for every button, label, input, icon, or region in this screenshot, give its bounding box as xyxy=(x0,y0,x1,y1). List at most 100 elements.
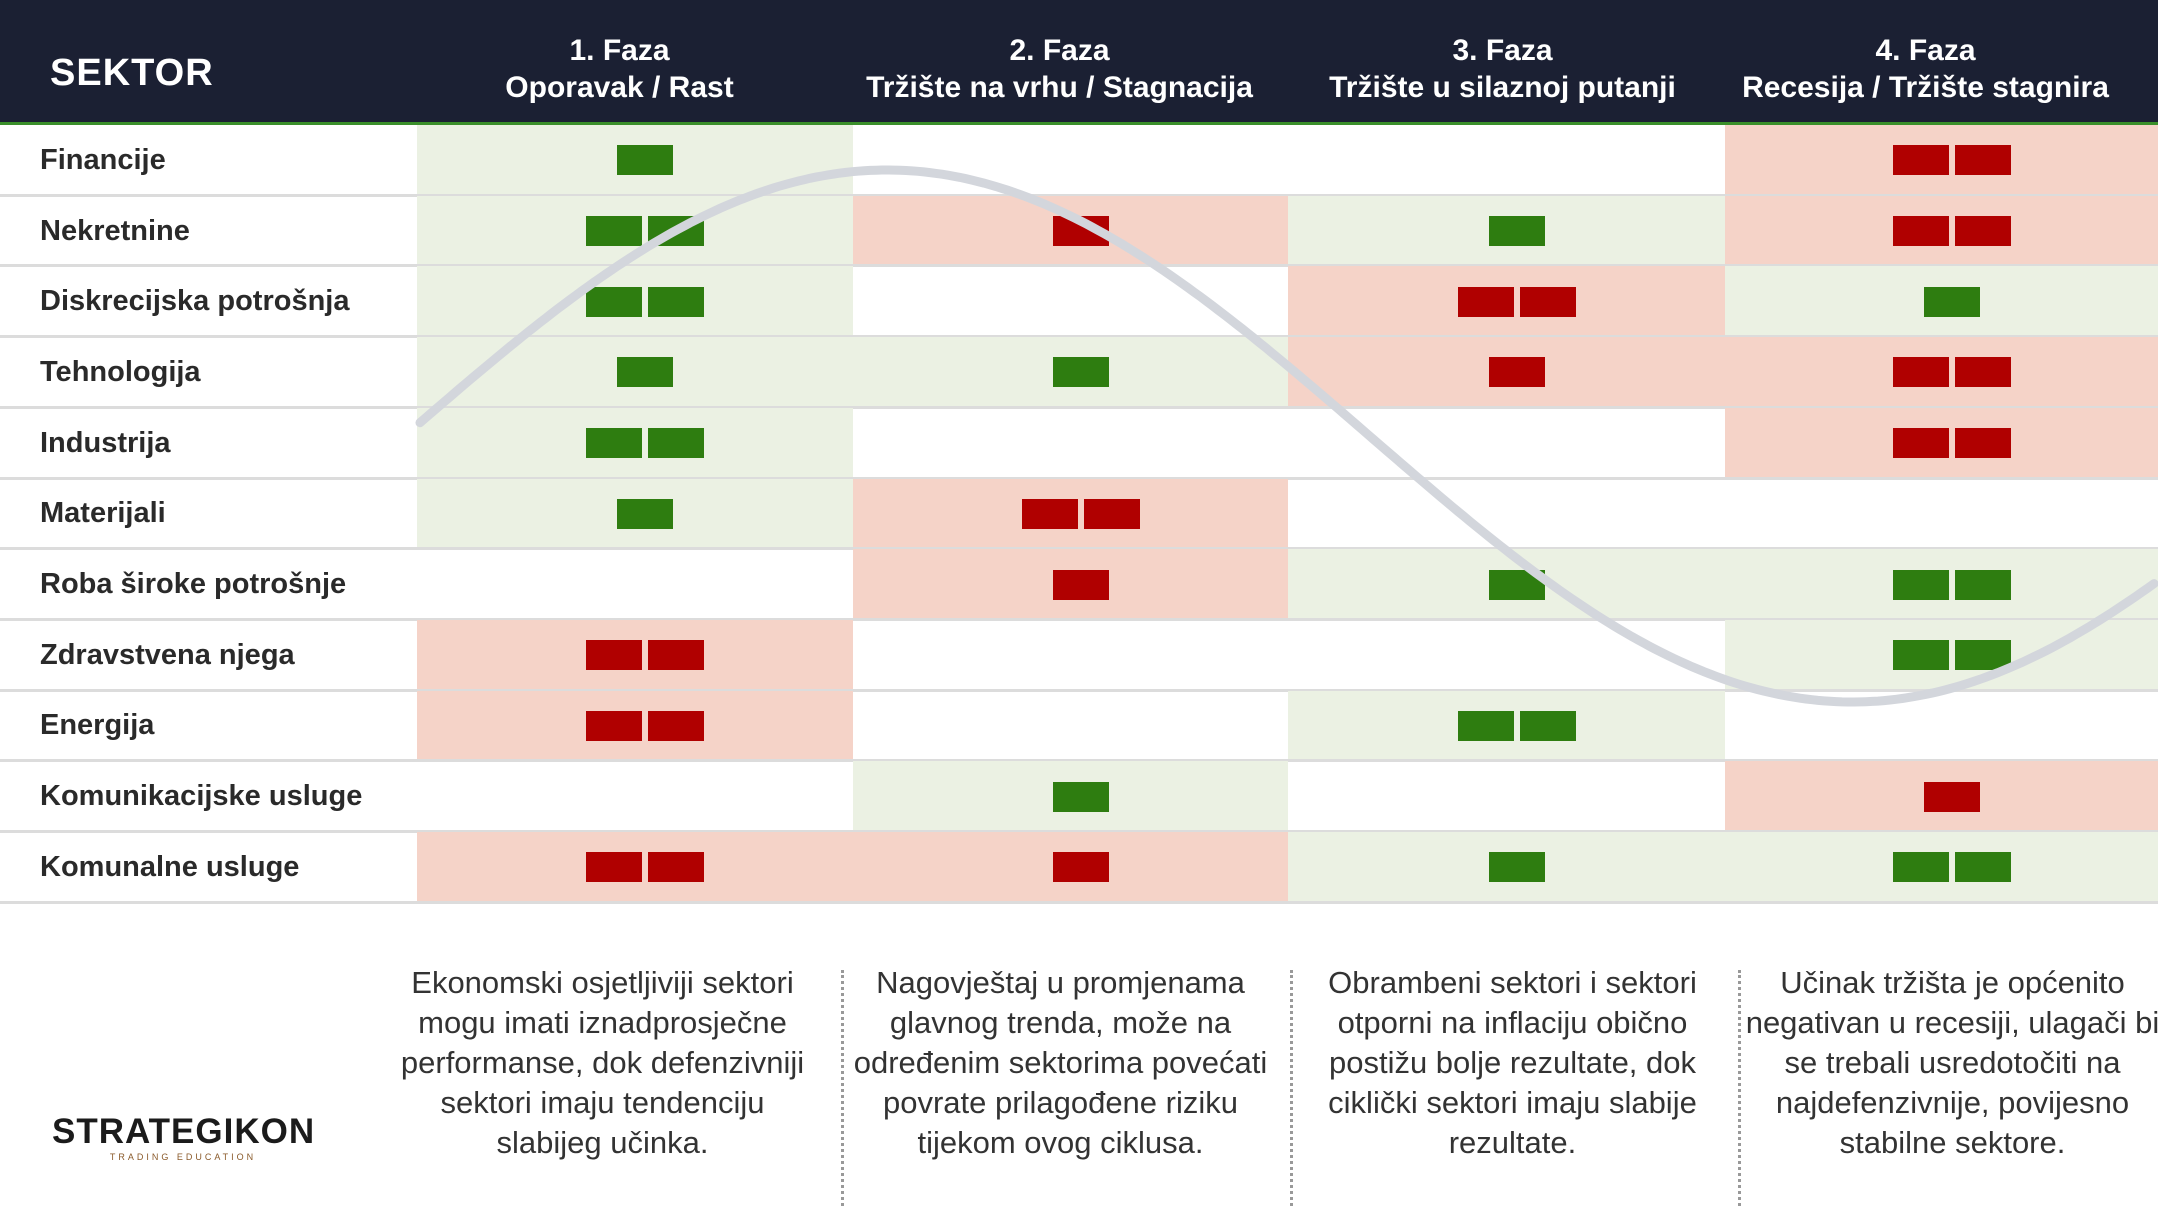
green-mark xyxy=(1488,852,1545,883)
sector-column-header: SEKTOR xyxy=(50,52,214,94)
red-mark xyxy=(1052,216,1109,247)
performance-marks xyxy=(617,498,673,529)
strategikon-logo: STRATEGIKON TRADING EDUCATION xyxy=(52,1112,314,1162)
red-mark xyxy=(1519,286,1576,317)
red-mark xyxy=(1892,428,1949,459)
green-mark xyxy=(1052,781,1109,812)
performance-marks xyxy=(1892,569,2011,600)
phase-1-description: Ekonomski osjetljiviji sektori mogu imat… xyxy=(400,965,805,1160)
green-mark xyxy=(648,428,704,459)
green-mark xyxy=(1892,640,1949,671)
sector-label: Tehnologija xyxy=(40,355,201,388)
row-separator xyxy=(0,688,2158,692)
red-mark xyxy=(1021,498,1078,529)
sector-label: Energija xyxy=(40,709,155,742)
performance-marks xyxy=(617,357,673,388)
performance-marks xyxy=(617,145,673,176)
row-separator xyxy=(0,830,2158,833)
green-mark xyxy=(648,216,704,247)
phase-1-number: 1. Faza xyxy=(569,34,670,67)
red-mark xyxy=(586,852,642,883)
phase-2-title: Tržište na vrhu / Stagnacija xyxy=(866,71,1253,104)
phase-1-title: Oporavak / Rast xyxy=(505,71,734,104)
sector-label: Roba široke potrošnje xyxy=(40,568,347,601)
phase-2-number: 2. Faza xyxy=(1009,34,1110,67)
red-mark xyxy=(1954,357,2011,388)
green-mark xyxy=(648,286,704,317)
red-mark xyxy=(1923,781,1980,812)
red-mark xyxy=(1052,852,1109,883)
logo-name: STRATEGIKON xyxy=(52,1112,316,1151)
performance-marks xyxy=(1052,781,1109,812)
performance-marks xyxy=(1488,852,1545,883)
phase-3-number: 3. Faza xyxy=(1452,34,1553,67)
phase-2-header: 2. Faza Tržište na vrhu / Stagnacija xyxy=(842,32,1277,106)
red-mark xyxy=(1892,145,1949,176)
green-mark xyxy=(586,216,642,247)
performance-marks xyxy=(586,428,704,459)
sector-label: Materijali xyxy=(40,497,166,530)
red-mark xyxy=(1954,216,2011,247)
green-mark xyxy=(617,145,673,176)
performance-marks xyxy=(1052,852,1109,883)
performance-marks xyxy=(1892,357,2011,388)
header-divider xyxy=(0,122,2158,125)
performance-marks xyxy=(586,216,704,247)
sector-label: Nekretnine xyxy=(40,214,190,247)
logo-tagline: TRADING EDUCATION xyxy=(109,1152,257,1162)
phase-4-header: 4. Faza Recesija / Tržište stagnira xyxy=(1708,32,2143,106)
green-mark xyxy=(617,498,673,529)
sector-phase-table: Financije Nekretnine Diskrecijska potrošnj… xyxy=(0,125,2158,904)
phase-1-header: 1. Faza Oporavak / Rast xyxy=(402,32,837,106)
red-mark xyxy=(1052,569,1109,600)
green-mark xyxy=(1457,710,1514,741)
phase-4-description: Učinak tržišta je općenito negativan u r… xyxy=(1745,965,2158,1160)
row-separator xyxy=(0,900,2158,904)
performance-marks xyxy=(1488,216,1545,247)
performance-marks xyxy=(1892,428,2011,459)
performance-marks xyxy=(1052,569,1109,600)
green-mark xyxy=(1892,569,1949,600)
green-mark xyxy=(586,428,642,459)
phase-4-title: Recesija / Tržište stagnira xyxy=(1742,71,2109,104)
phase-3-title: Tržište u silaznoj putanji xyxy=(1329,71,1676,104)
green-mark xyxy=(617,357,673,388)
green-mark xyxy=(1954,569,2011,600)
performance-marks xyxy=(586,286,704,317)
sector-label: Diskrecijska potrošnja xyxy=(40,285,350,318)
red-mark xyxy=(648,640,704,671)
red-mark xyxy=(586,710,642,741)
phase-4-number: 4. Faza xyxy=(1875,34,1976,67)
sector-label: Financije xyxy=(40,143,166,176)
performance-marks xyxy=(1923,286,1980,317)
red-mark xyxy=(1892,357,1949,388)
red-mark xyxy=(1892,216,1949,247)
performance-marks xyxy=(1892,145,2011,176)
table-header: SEKTOR 1. Faza Oporavak / Rast 2. Faza T… xyxy=(0,0,2158,122)
red-mark xyxy=(1954,145,2011,176)
red-mark xyxy=(1457,286,1514,317)
green-mark xyxy=(586,286,642,317)
red-mark xyxy=(648,710,704,741)
performance-marks xyxy=(1052,357,1109,388)
red-mark xyxy=(586,640,642,671)
red-mark xyxy=(1488,357,1545,388)
description-divider xyxy=(1738,970,1741,1206)
performance-marks xyxy=(1892,852,2011,883)
green-mark xyxy=(1954,640,2011,671)
red-mark xyxy=(648,852,704,883)
green-mark xyxy=(1052,357,1109,388)
performance-marks xyxy=(1892,216,2011,247)
sector-label: Komunalne usluge xyxy=(40,850,300,883)
phase-2-description: Nagovještaj u promjenama glavnog trenda,… xyxy=(853,965,1268,1160)
performance-marks xyxy=(586,640,704,671)
row-separator xyxy=(0,759,2158,763)
red-mark xyxy=(1954,428,2011,459)
performance-marks xyxy=(1052,216,1109,247)
performance-marks xyxy=(1457,286,1576,317)
performance-marks xyxy=(1892,640,2011,671)
performance-marks xyxy=(1923,781,1980,812)
performance-marks xyxy=(1488,569,1545,600)
performance-marks xyxy=(1457,710,1576,741)
sector-label: Zdravstvena njega xyxy=(40,638,295,671)
